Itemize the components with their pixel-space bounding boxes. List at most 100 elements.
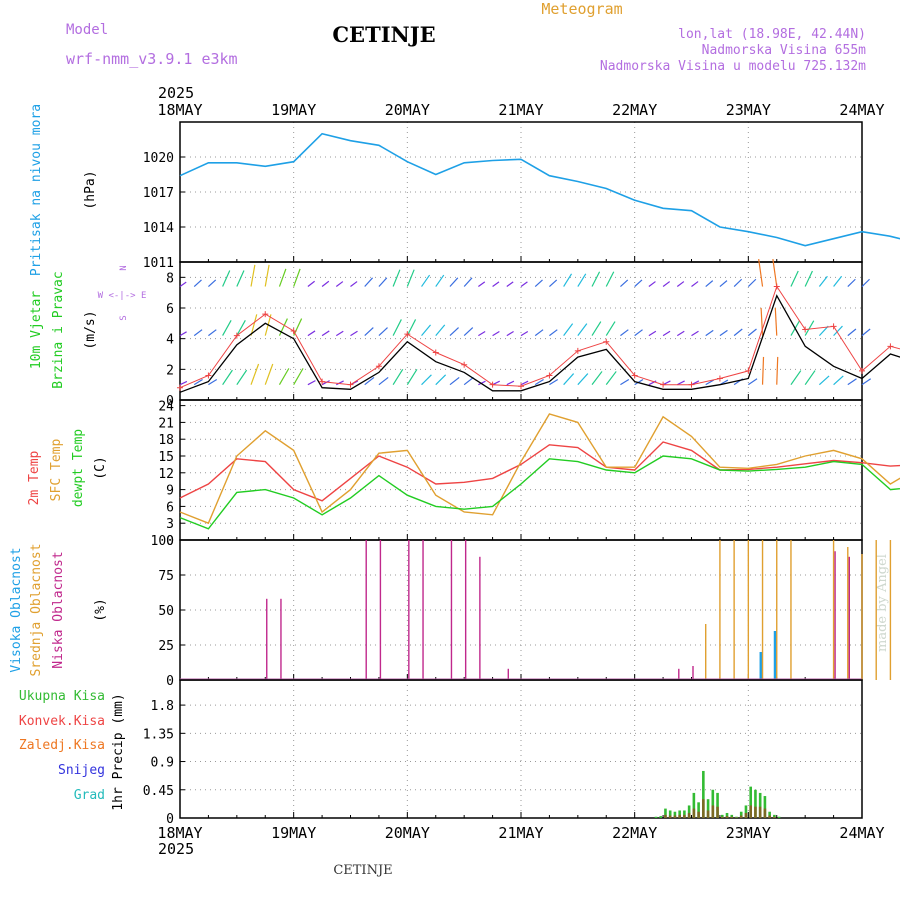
wind-gust-marker xyxy=(461,361,468,368)
temp-units: (C) xyxy=(93,456,108,479)
wind-arrow xyxy=(392,319,402,336)
x-label-bottom-3: 21MAY xyxy=(498,824,543,842)
wind-arrow xyxy=(478,281,486,288)
cloud-panel: Visoka Oblacnost Srednja Oblacnost Niska… xyxy=(9,534,892,689)
wind-arrow xyxy=(492,331,500,337)
precip-legend-hail: Grad xyxy=(74,788,105,803)
x-label-top-3: 21MAY xyxy=(498,101,543,119)
precip-conv-bar xyxy=(735,817,738,818)
wind-arrow xyxy=(620,378,630,386)
wind-arrow xyxy=(804,320,815,336)
precip-total-bar xyxy=(749,786,753,818)
wind-arrow xyxy=(378,376,389,386)
precip-total-bar xyxy=(754,789,757,818)
precip-conv-bar xyxy=(763,808,767,818)
wind-gust-marker xyxy=(375,363,382,370)
pressure-panel: Pritisak na nivou mora (hPa) 1011 1014 101… xyxy=(29,104,900,276)
precip-total-bar xyxy=(654,816,658,818)
wind-arrow xyxy=(506,281,514,288)
model-name: wrf-nmm_v3.9.1 e3km xyxy=(66,50,238,68)
temp-dewpt-line xyxy=(179,455,900,530)
wind-arrow xyxy=(264,363,274,385)
wind-ylabel-line1: 10m Vjetar xyxy=(29,291,44,369)
wind-arrow xyxy=(605,321,616,336)
wind-gust-marker xyxy=(745,367,752,374)
x-label-bottom-0: 18MAY xyxy=(157,824,202,842)
precip-ytick-1: 0.45 xyxy=(143,784,174,799)
wind-arrow xyxy=(534,378,544,386)
wind-arrow xyxy=(236,319,246,336)
temperature-ytick-3: 9 xyxy=(166,484,174,499)
precip-conv-bar xyxy=(664,814,667,818)
wind-gust-marker xyxy=(177,384,183,391)
wind-arrow xyxy=(733,328,743,337)
precip-legend-snow: Snijeg xyxy=(58,763,105,778)
wind-gust-marker xyxy=(716,375,723,382)
precip-conv-bar xyxy=(773,816,776,818)
wind-arrow xyxy=(691,281,699,288)
wind-arrow xyxy=(719,329,728,337)
temperature-ytick-6: 18 xyxy=(158,433,174,448)
wind-gust-marker xyxy=(347,381,354,388)
wind-arrow xyxy=(435,374,447,386)
wind-arrow xyxy=(449,327,459,337)
wind-gust-marker xyxy=(887,343,894,350)
precip-conv-bar xyxy=(720,816,724,818)
wind-arrow xyxy=(861,328,871,337)
wind-gust-marker xyxy=(859,367,865,374)
precip-total-bar xyxy=(659,816,663,818)
wind-arrow xyxy=(563,323,574,336)
wind-arrow xyxy=(222,270,231,287)
wind-arrow xyxy=(677,380,685,386)
wind-arrow xyxy=(847,278,856,287)
wind-arrow xyxy=(492,380,500,386)
wind-arrow xyxy=(193,378,203,386)
precip-total-bar xyxy=(678,810,681,818)
wind-arrow xyxy=(758,258,764,287)
clouds-ytick-3: 75 xyxy=(158,569,174,584)
wind-gust-marker xyxy=(432,349,439,356)
wind-arrow xyxy=(250,264,256,287)
wind-dir-north: N xyxy=(119,265,129,270)
wind-arrow xyxy=(818,325,829,337)
wind-arrow xyxy=(772,258,778,287)
wind-arrow xyxy=(506,331,514,337)
wind-arrow xyxy=(193,329,203,337)
wind-gust-marker xyxy=(233,332,240,339)
wind-arrow xyxy=(534,279,543,287)
precip-total-bar xyxy=(725,812,729,818)
precip-conv-bar xyxy=(725,816,729,818)
wind-ytick-3: 6 xyxy=(166,302,174,317)
precip-conv-bar xyxy=(739,815,743,818)
temperature-ytick-7: 21 xyxy=(158,416,174,431)
wind-arrow xyxy=(563,373,575,386)
wind-gust-marker xyxy=(518,383,524,390)
precip-legend-conv: Konvek.Kisa xyxy=(19,714,105,729)
wind-arrow xyxy=(321,280,330,288)
wind-ytick-1: 2 xyxy=(166,363,174,378)
temperature-ytick-1: 3 xyxy=(166,517,174,532)
wind-arrow xyxy=(847,378,857,386)
wind-gust-marker xyxy=(546,372,553,379)
wind-arrow xyxy=(648,330,657,337)
wind-arrow xyxy=(591,271,601,287)
wind-arrow xyxy=(662,380,671,386)
wind-arrow xyxy=(250,363,260,385)
wind-arrow xyxy=(747,378,758,386)
wind-arrow xyxy=(208,329,217,337)
wind-ytick-0: 0 xyxy=(166,394,174,409)
wind-gust-marker xyxy=(603,338,610,345)
precip-total-bar xyxy=(730,814,734,818)
wind-arrow xyxy=(307,380,316,386)
wind-arrow xyxy=(861,378,872,386)
wind-arrow xyxy=(463,277,473,287)
wind-gust-marker xyxy=(660,381,667,388)
wind-gust-marker xyxy=(489,381,496,388)
cloud-units: (%) xyxy=(93,598,108,621)
temp-sfc-line xyxy=(179,413,900,525)
wind-arrow xyxy=(534,329,544,337)
wind-gust-marker xyxy=(773,283,780,290)
pressure-ytick-3: 1020 xyxy=(143,151,174,166)
wind-arrow xyxy=(364,327,374,337)
precip-conv-bar xyxy=(730,816,734,818)
